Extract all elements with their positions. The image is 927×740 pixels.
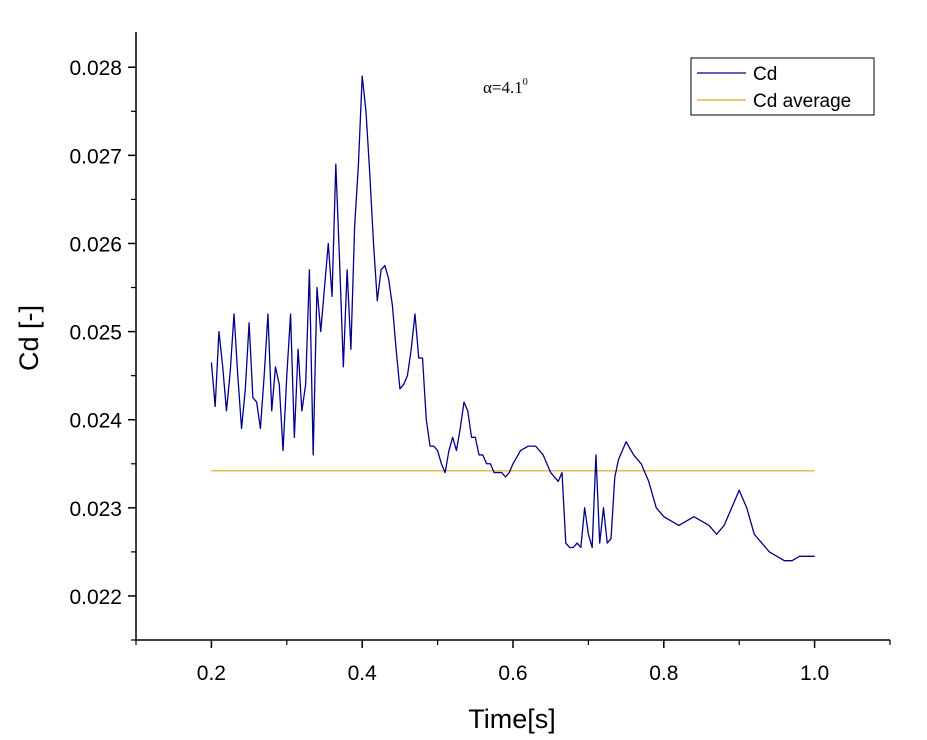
y-tick-label: 0.024 bbox=[69, 410, 122, 433]
y-tick-label: 0.022 bbox=[69, 586, 122, 609]
series-cd-line bbox=[210, 75, 815, 562]
y-tick-label: 0.027 bbox=[69, 145, 122, 168]
y-axis-title: Cd [-] bbox=[14, 305, 44, 371]
legend-label-cd: Cd bbox=[753, 64, 777, 85]
legend-box bbox=[690, 57, 875, 116]
x-tick-label: 0.8 bbox=[649, 662, 678, 685]
legend-label-cd-average: Cd average bbox=[753, 91, 851, 112]
y-ticks: 0.022 0.023 0.024 0.025 0.026 0.027 0.028 bbox=[69, 57, 136, 641]
legend: Cd Cd average bbox=[690, 57, 875, 116]
y-tick-label: 0.028 bbox=[69, 57, 122, 80]
x-tick-label: 0.6 bbox=[498, 662, 527, 685]
x-axis-title: Time[s] bbox=[468, 704, 556, 734]
x-ticks: 0.2 0.4 0.6 0.8 1.0 bbox=[135, 640, 891, 685]
x-tick-label: 0.4 bbox=[348, 662, 378, 685]
alpha-annotation: α=4.10 bbox=[483, 77, 528, 97]
x-tick-label: 0.2 bbox=[197, 662, 226, 685]
y-tick-label: 0.026 bbox=[69, 233, 122, 256]
series-group bbox=[210, 75, 815, 562]
y-tick-label: 0.023 bbox=[69, 498, 122, 521]
y-tick-label: 0.025 bbox=[69, 322, 122, 345]
x-tick-label: 1.0 bbox=[800, 662, 829, 685]
